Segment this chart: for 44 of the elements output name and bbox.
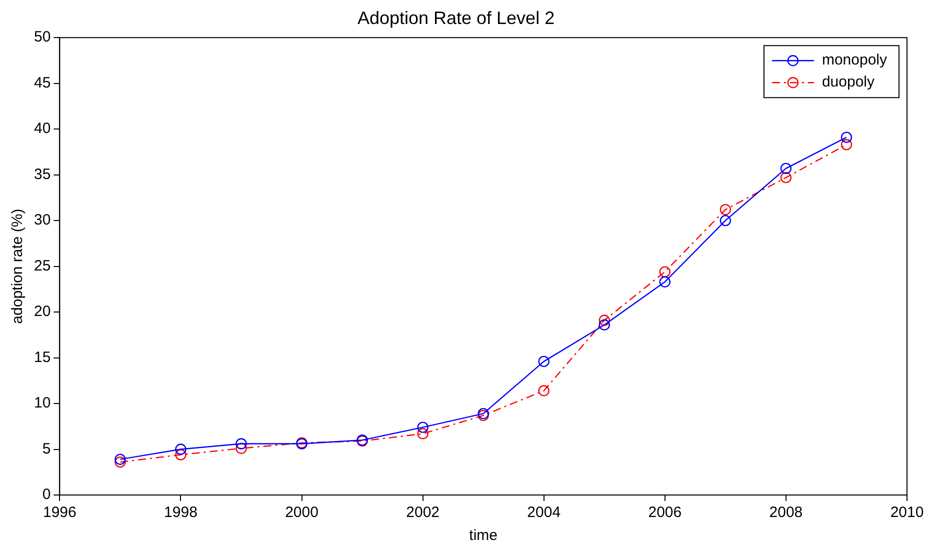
point — [720, 204, 732, 216]
point — [840, 139, 852, 150]
y-axis-title: adoption rate (%) — [9, 208, 26, 324]
y-tick-label: 25 — [34, 257, 51, 274]
point — [114, 454, 126, 465]
x-tick-label: 2008 — [769, 504, 803, 522]
legend-label: duopoly — [822, 74, 876, 91]
point — [840, 132, 852, 143]
x-tick-label: 2010 — [890, 504, 924, 522]
y-tick-label: 10 — [34, 394, 51, 412]
point — [114, 456, 126, 468]
point — [659, 276, 671, 288]
x-tick-label: 1998 — [164, 504, 198, 522]
point — [538, 356, 550, 368]
point — [236, 442, 247, 454]
y-tick-label: 5 — [42, 440, 51, 458]
point — [598, 314, 610, 326]
y-tick-label: 45 — [34, 74, 51, 92]
point — [659, 266, 671, 278]
point — [417, 428, 428, 440]
point — [417, 422, 428, 433]
y-tick-label: 20 — [34, 303, 51, 320]
x-axis-title: time — [469, 527, 498, 544]
y-tick-label: 40 — [34, 120, 51, 138]
x-tick-label: 1996 — [42, 504, 76, 522]
point — [175, 444, 186, 455]
x-tick-label: 2002 — [406, 504, 440, 522]
point — [236, 438, 247, 450]
point — [538, 385, 550, 396]
point — [780, 172, 792, 184]
x-tick-label: 2006 — [648, 504, 682, 522]
y-tick-label: 50 — [34, 28, 51, 46]
y-tick-label: 35 — [34, 166, 51, 183]
x-tick-label: 2000 — [285, 504, 318, 522]
legend-label: monopoly — [822, 52, 888, 69]
y-tick-label: 0 — [42, 486, 51, 504]
chart-title: Adoption Rate of Level 2 — [357, 8, 555, 28]
y-tick-label: 30 — [34, 212, 51, 229]
y-tick-label: 15 — [34, 348, 51, 366]
x-tick-label: 2004 — [527, 504, 561, 522]
point — [175, 449, 186, 460]
point — [720, 214, 732, 226]
point — [598, 319, 610, 330]
point — [780, 162, 792, 174]
